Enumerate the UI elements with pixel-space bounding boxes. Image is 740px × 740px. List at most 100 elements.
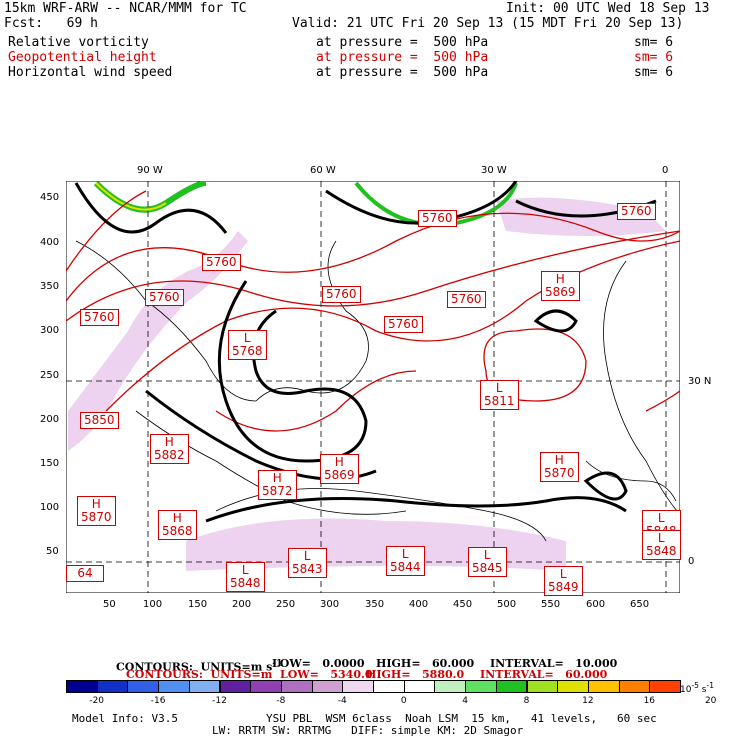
height-label-type: L bbox=[243, 331, 251, 345]
colorbar-units-suffix: s bbox=[698, 685, 707, 695]
wind-contours bbox=[74, 181, 657, 523]
height-label-value: 5869 bbox=[545, 285, 576, 299]
colorbar-cell bbox=[250, 680, 282, 693]
colorbar-label: -20 bbox=[89, 696, 105, 706]
height-label-value: 5868 bbox=[162, 524, 193, 538]
colorbar-cell bbox=[618, 680, 651, 693]
height-label-type: H bbox=[555, 272, 565, 286]
lon-label-60w: 60 W bbox=[310, 165, 336, 176]
height-label-box: H 5882 bbox=[150, 434, 189, 464]
height-label-value: 5848 bbox=[646, 544, 677, 558]
height-label-box: L 5843 bbox=[288, 548, 327, 578]
height-label-value: 5872 bbox=[262, 484, 293, 498]
height-label-box: 5760 bbox=[418, 210, 457, 227]
height-label-box: 5760 bbox=[384, 316, 423, 333]
y-tick: 450 bbox=[40, 192, 60, 203]
height-label-box: L 5811 bbox=[480, 380, 519, 410]
height-label-type: H bbox=[334, 455, 344, 469]
x-tick: 600 bbox=[586, 599, 606, 610]
colorbar-cell bbox=[188, 680, 221, 693]
x-tick: 50 bbox=[103, 599, 116, 610]
height-label-value: 5760 bbox=[84, 310, 115, 324]
x-tick: 650 bbox=[630, 599, 650, 610]
field-sm-vorticity: sm= 6 bbox=[634, 35, 674, 50]
contours-red-interval: INTERVAL= 60.000 bbox=[480, 668, 608, 681]
height-label-box: 5760 bbox=[202, 254, 241, 271]
colorbar-cell bbox=[311, 680, 344, 693]
height-label-value: 5843 bbox=[292, 562, 323, 576]
height-label-value: 5849 bbox=[548, 580, 579, 594]
height-label-value: 5844 bbox=[390, 560, 421, 574]
x-tick: 100 bbox=[143, 599, 163, 610]
height-label-value: 64 bbox=[77, 566, 93, 580]
contours-black-label: CONTOURS: UNITS=m s-1 bbox=[116, 657, 282, 675]
height-label-type: L bbox=[401, 547, 409, 561]
colorbar-units-exp: -5 bbox=[691, 681, 699, 690]
y-tick: 150 bbox=[40, 458, 60, 469]
contours-black-high: HIGH= 60.000 bbox=[376, 657, 475, 670]
y-tick: 300 bbox=[40, 325, 60, 336]
height-label-box: L 5849 bbox=[544, 566, 583, 596]
colorbar-label: 16 bbox=[643, 696, 656, 706]
height-label-value: 5760 bbox=[206, 255, 237, 269]
x-tick: 150 bbox=[188, 599, 208, 610]
colorbar-cell bbox=[526, 680, 559, 693]
height-label-value: 5870 bbox=[81, 510, 112, 524]
model-info: Model Info: V3.5 bbox=[72, 712, 178, 725]
colorbar-label: 20 bbox=[704, 696, 717, 706]
colorbar-cell bbox=[649, 680, 681, 693]
field-name-height: Geopotential height bbox=[8, 50, 157, 65]
x-tick: 250 bbox=[276, 599, 296, 610]
height-label-box: 64 bbox=[66, 565, 104, 582]
x-tick: 300 bbox=[320, 599, 340, 610]
height-label-type: L bbox=[559, 567, 567, 581]
y-tick: 100 bbox=[40, 502, 60, 513]
height-label-value: 5760 bbox=[451, 292, 482, 306]
height-label-value: 5768 bbox=[232, 344, 263, 358]
x-tick: 450 bbox=[453, 599, 473, 610]
colorbar-cell bbox=[495, 680, 528, 693]
height-label-box: H 5872 bbox=[258, 470, 297, 500]
height-label-box: 5760 bbox=[447, 291, 486, 308]
height-label-type: H bbox=[164, 435, 174, 449]
colorbar-label: 8 bbox=[523, 696, 530, 706]
valid-time: Valid: 21 UTC Fri 20 Sep 13 (15 MDT Fri … bbox=[292, 16, 684, 31]
field-level-height: at pressure = 500 hPa bbox=[316, 50, 489, 65]
height-label-type: L bbox=[657, 531, 665, 545]
contours-black-units: CONTOURS: UNITS=m s bbox=[116, 660, 273, 674]
colorbar-cell bbox=[373, 680, 405, 693]
height-label-value: 5760 bbox=[149, 290, 180, 304]
colorbar-cell bbox=[66, 680, 98, 693]
contours-black-units-exp: -1 bbox=[272, 659, 283, 669]
lat-label-0: 0 bbox=[688, 556, 695, 567]
height-label-box: L 5844 bbox=[386, 546, 425, 576]
init-time: Init: 00 UTC Wed 18 Sep 13 bbox=[506, 1, 710, 16]
y-tick: 50 bbox=[46, 546, 59, 557]
height-label-box: H 5869 bbox=[320, 454, 359, 484]
height-label-value: 5760 bbox=[621, 204, 652, 218]
height-label-value: 5850 bbox=[84, 413, 115, 427]
colorbar-units: 10-5 s-1 bbox=[680, 679, 714, 697]
height-label-box: 5850 bbox=[80, 412, 119, 429]
height-label-box: 5760 bbox=[617, 203, 656, 220]
colorbar-cell bbox=[219, 680, 252, 693]
height-label-type: H bbox=[272, 471, 282, 485]
x-tick: 500 bbox=[497, 599, 517, 610]
height-label-box: H 5870 bbox=[77, 496, 116, 526]
colorbar-cell bbox=[280, 680, 313, 693]
height-label-value: 5870 bbox=[544, 466, 575, 480]
field-name-vorticity: Relative vorticity bbox=[8, 35, 149, 50]
y-tick: 400 bbox=[40, 237, 60, 248]
colorbar-units-suffix-exp: -1 bbox=[706, 681, 714, 690]
field-level-vorticity: at pressure = 500 hPa bbox=[316, 35, 489, 50]
y-tick: 200 bbox=[40, 414, 60, 425]
x-tick: 400 bbox=[409, 599, 429, 610]
colorbar-cell bbox=[127, 680, 160, 693]
height-label-value: 5811 bbox=[484, 394, 515, 408]
contours-black-interval: INTERVAL= 10.000 bbox=[490, 657, 618, 670]
height-label-box: L 5768 bbox=[228, 330, 267, 360]
x-tick: 200 bbox=[232, 599, 252, 610]
field-name-wind: Horizontal wind speed bbox=[8, 65, 173, 80]
colorbar-label: -12 bbox=[212, 696, 227, 706]
